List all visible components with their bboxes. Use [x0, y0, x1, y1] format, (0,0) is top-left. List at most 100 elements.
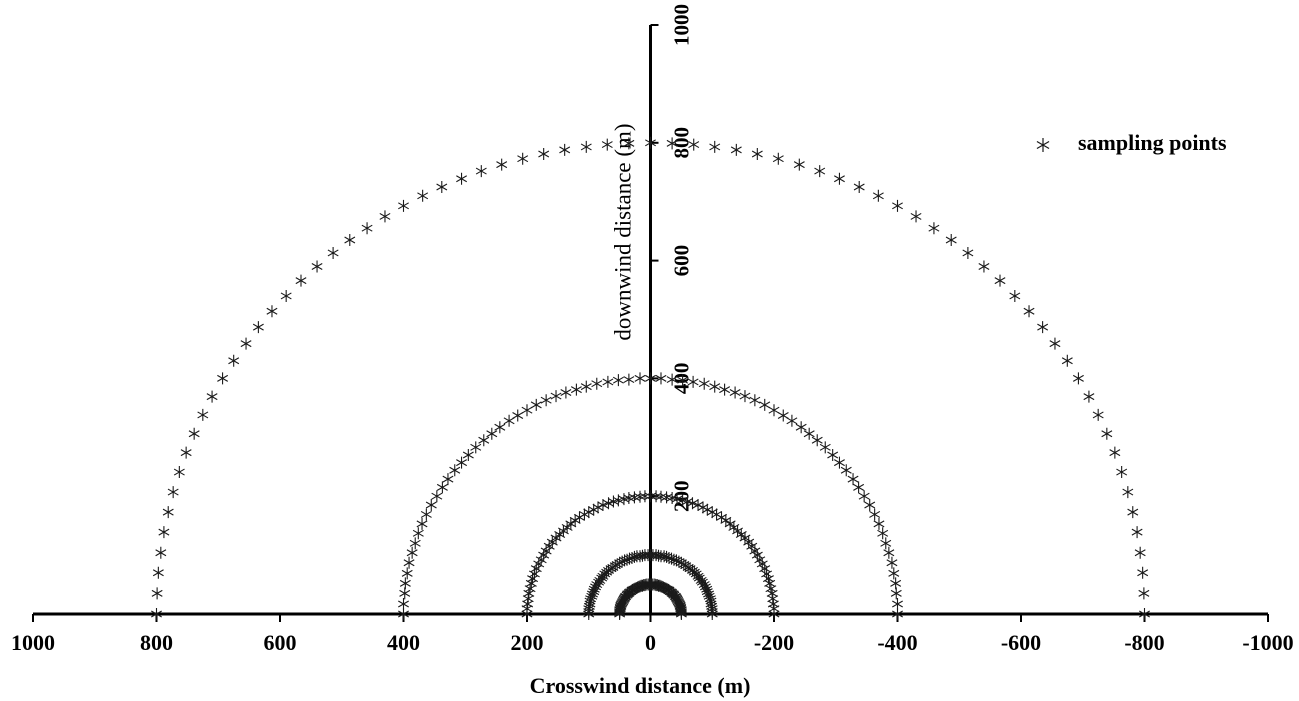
sampling-point: [814, 165, 826, 178]
sampling-point: [162, 506, 174, 519]
sampling-point: [612, 374, 624, 387]
sampling-point: [570, 383, 582, 396]
sampling-point: [1061, 354, 1073, 367]
x-tick-label: 400: [387, 630, 420, 655]
sampling-point: [240, 337, 252, 350]
sampling-point: [538, 549, 550, 562]
sampling-point: [1139, 608, 1150, 620]
sampling-point: [1037, 321, 1049, 334]
sampling-point: [530, 398, 542, 411]
sampling-point: [158, 526, 170, 539]
sampling-point: [583, 600, 595, 613]
y-axis-label: downwind distance (m): [610, 123, 635, 340]
sampling-point: [729, 386, 741, 399]
sampling-point: [252, 321, 264, 334]
sampling-point: [442, 473, 454, 486]
sampling-point: [580, 140, 592, 153]
sampling-point: [151, 587, 163, 600]
x-tick-label: 800: [140, 630, 173, 655]
sampling-point: [522, 592, 534, 605]
sampling-point: [403, 556, 415, 569]
sampling-point: [811, 434, 823, 447]
sampling-point: [1009, 289, 1021, 302]
sampling-point: [1101, 427, 1113, 440]
sampling-point: [180, 446, 192, 459]
y-tick-label: 400: [669, 363, 693, 395]
sampling-point: [687, 375, 699, 388]
legend-marker: [1036, 138, 1050, 152]
sampling-point: [602, 375, 614, 388]
sampling-point: [522, 597, 534, 610]
sampling-point: [344, 233, 356, 246]
sampling-point: [645, 490, 656, 503]
sampling-point: [512, 409, 524, 422]
sampling-point: [754, 553, 766, 566]
sampling-point: [398, 597, 409, 610]
x-axis-label: Crosswind distance (m): [530, 673, 751, 698]
sampling-point: [634, 372, 646, 385]
sampling-point: [1116, 466, 1128, 479]
sampling-point: [786, 414, 798, 427]
x-tick-label: -800: [1124, 630, 1164, 655]
sampling-point: [892, 597, 903, 610]
sampling-point: [311, 260, 323, 273]
sampling-point: [580, 380, 592, 393]
sampling-point: [1134, 546, 1146, 559]
sampling-point: [759, 398, 771, 411]
sampling-point: [540, 394, 552, 407]
x-tick-label: -1000: [1242, 630, 1293, 655]
sampling-point: [739, 390, 751, 403]
sampling-point: [206, 390, 218, 403]
sampling-point: [766, 587, 778, 600]
sampling-point: [847, 473, 859, 486]
sampling-point: [730, 143, 742, 156]
sampling-point: [412, 527, 424, 540]
x-tick-label: -400: [877, 630, 917, 655]
sampling-point: [1092, 408, 1104, 421]
sampling-point: [597, 499, 609, 512]
sampling-point: [890, 587, 902, 600]
sampling-point: [173, 466, 185, 479]
x-tick-label: 200: [511, 630, 544, 655]
sampling-point: [864, 499, 876, 512]
sampling-point: [892, 608, 903, 620]
sampling-point: [517, 152, 529, 165]
x-tick-label: 600: [264, 630, 297, 655]
sampling-point: [827, 448, 839, 461]
sampling-point: [1072, 372, 1084, 385]
sampling-point: [425, 499, 437, 512]
sampling-point: [795, 421, 807, 434]
sampling-point: [152, 566, 164, 579]
sampling-point: [772, 152, 784, 165]
sampling-point: [706, 608, 718, 620]
sampling-point: [462, 448, 474, 461]
sampling-point: [538, 147, 550, 160]
sampling-point: [559, 143, 571, 156]
sampling-point: [655, 372, 667, 385]
sampling-point: [530, 562, 542, 575]
sampling-point: [398, 608, 409, 620]
sampling-point: [751, 549, 763, 562]
sampling-point: [591, 377, 603, 390]
sampling-point: [873, 517, 885, 530]
sampling-point: [645, 549, 656, 562]
sampling-point: [768, 404, 780, 417]
sampling-point: [704, 592, 716, 605]
sampling-point: [706, 600, 718, 613]
sampling-point: [601, 138, 613, 151]
sampling-point: [266, 305, 278, 318]
sampling-point: [886, 556, 898, 569]
sampling-point: [550, 390, 562, 403]
sampling-point: [401, 567, 413, 580]
sampling-point: [167, 486, 179, 499]
sampling-point: [962, 246, 974, 259]
sampling-point: [449, 464, 461, 477]
sampling-point: [853, 481, 865, 494]
sampling-point: [398, 199, 409, 212]
sampling-point: [417, 189, 429, 202]
sampling-point: [197, 408, 209, 421]
sampling-point: [409, 537, 421, 550]
sampling-point: [217, 372, 229, 385]
sampling-point: [840, 464, 852, 477]
